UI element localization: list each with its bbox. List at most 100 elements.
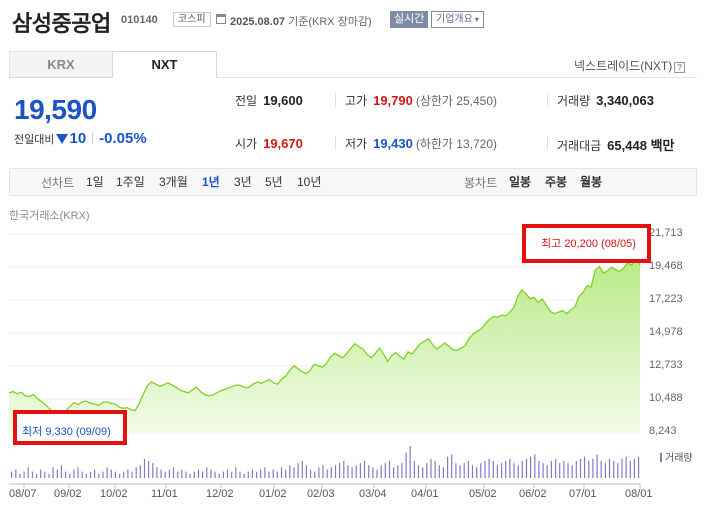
volume-bar bbox=[148, 460, 150, 478]
volume-bar bbox=[123, 471, 125, 478]
nextrade-link[interactable]: 넥스트레이드(NXT)? bbox=[574, 57, 686, 74]
period-5y[interactable]: 5년 bbox=[265, 175, 283, 189]
volume-bar bbox=[60, 465, 62, 478]
volume-bar bbox=[492, 460, 494, 478]
change-label: 전일대비 bbox=[14, 134, 55, 146]
volume-bar bbox=[488, 458, 490, 478]
volume-bar bbox=[251, 469, 253, 478]
volume-bar bbox=[114, 471, 116, 478]
volume-bar bbox=[243, 473, 245, 478]
volume-bar bbox=[256, 471, 258, 478]
volume-bar bbox=[197, 469, 200, 478]
volume-bar bbox=[347, 465, 349, 478]
volume-bar bbox=[413, 460, 415, 478]
help-icon[interactable]: ? bbox=[674, 62, 686, 73]
volume-bar bbox=[276, 471, 278, 478]
volume-bar bbox=[372, 467, 374, 478]
volume-bar bbox=[239, 471, 241, 478]
volume-bar bbox=[65, 471, 67, 478]
stock-code: 010140 bbox=[121, 14, 158, 26]
stat-value: 3,340,063 bbox=[596, 93, 654, 108]
volume-bar bbox=[181, 469, 183, 478]
volume-bar bbox=[525, 458, 528, 478]
period-10y[interactable]: 10년 bbox=[297, 175, 322, 189]
volume-bar bbox=[368, 465, 370, 478]
volume-bar bbox=[534, 454, 536, 478]
volume-bar bbox=[596, 454, 598, 478]
volume-bar bbox=[384, 463, 386, 478]
volume-bar bbox=[542, 463, 544, 478]
volume-bar bbox=[530, 456, 532, 478]
price-change: 전일대비 10 -0.05% bbox=[14, 130, 147, 147]
calendar-icon bbox=[216, 14, 226, 24]
realtime-button[interactable]: 실시간 bbox=[390, 11, 429, 28]
volume-bar bbox=[613, 460, 615, 478]
volume-bar bbox=[247, 471, 249, 478]
tab-krx[interactable]: KRX bbox=[9, 51, 113, 78]
volume-bar bbox=[98, 473, 100, 478]
company-info-label: 기업개요 bbox=[436, 14, 473, 25]
volume-bar bbox=[268, 471, 270, 478]
volume-bar bbox=[505, 460, 507, 478]
volume-bar bbox=[35, 473, 38, 478]
period-1w[interactable]: 1주일 bbox=[116, 175, 145, 189]
x-tick-label: 10/02 bbox=[100, 488, 128, 500]
period-3y[interactable]: 3년 bbox=[234, 175, 252, 189]
stat-label: 저가 bbox=[345, 137, 368, 151]
volume-bar bbox=[189, 473, 191, 478]
candle-daily[interactable]: 일봉 bbox=[509, 175, 532, 189]
volume-bar bbox=[388, 460, 391, 478]
candle-chart-label: 봉차트 bbox=[464, 176, 498, 190]
high-annotation-box bbox=[522, 224, 651, 263]
volume-bar bbox=[289, 465, 291, 478]
low-annotation: 최저 9,330 (09/09) bbox=[22, 423, 111, 439]
period-1y[interactable]: 1년 bbox=[202, 175, 220, 189]
volume-bar bbox=[27, 467, 29, 478]
tab-nxt[interactable]: NXT bbox=[112, 51, 217, 78]
stat-value: 19,430 bbox=[373, 136, 413, 151]
volume-bar bbox=[322, 465, 324, 478]
period-3m[interactable]: 3개월 bbox=[159, 175, 188, 189]
volume-bar bbox=[326, 469, 328, 478]
volume-bar bbox=[546, 465, 548, 478]
market-label: 한국거래소(KRX) bbox=[9, 210, 90, 222]
volume-legend-swatch bbox=[660, 453, 662, 462]
volume-bar bbox=[23, 471, 25, 478]
volume-bar bbox=[106, 467, 108, 478]
volume-bar bbox=[359, 463, 361, 478]
volume-bar bbox=[110, 469, 112, 478]
volume-bar bbox=[550, 460, 552, 478]
volume-bar bbox=[264, 467, 266, 478]
y-tick-label: 12,733 bbox=[649, 359, 683, 371]
volume-bar bbox=[297, 463, 299, 478]
volume-bar bbox=[584, 456, 586, 478]
period-1d[interactable]: 1일 bbox=[86, 175, 104, 189]
candle-monthly[interactable]: 월봉 bbox=[580, 175, 603, 189]
volume-bar bbox=[451, 454, 453, 478]
volume-bar bbox=[559, 463, 561, 478]
company-info-button[interactable]: 기업개요 ▾ bbox=[431, 11, 484, 28]
volume-bar bbox=[621, 458, 623, 478]
volume-bar bbox=[40, 469, 42, 478]
volume-bar bbox=[409, 446, 411, 478]
volume-bar bbox=[538, 460, 540, 478]
high-label: 최고 bbox=[541, 238, 562, 250]
volume-bar bbox=[210, 469, 212, 478]
volume-bar bbox=[633, 458, 635, 478]
market-badge: 코스피 bbox=[173, 12, 211, 27]
volume-bar bbox=[567, 463, 569, 478]
candle-weekly[interactable]: 주봉 bbox=[545, 175, 568, 189]
low-date: (09/09) bbox=[75, 426, 111, 438]
volume-bar bbox=[579, 458, 582, 478]
volume-bar bbox=[517, 465, 519, 478]
volume-bar bbox=[513, 463, 515, 478]
volume-bar bbox=[434, 460, 436, 478]
price-area bbox=[9, 256, 640, 432]
volume-bar bbox=[393, 467, 395, 478]
volume-bar bbox=[19, 473, 21, 478]
quote-date: 2025.08.07 기준(KRX 장마감) bbox=[230, 13, 372, 29]
volume-bar bbox=[85, 473, 87, 478]
tab-divider bbox=[217, 77, 697, 78]
volume-bar bbox=[318, 467, 320, 478]
